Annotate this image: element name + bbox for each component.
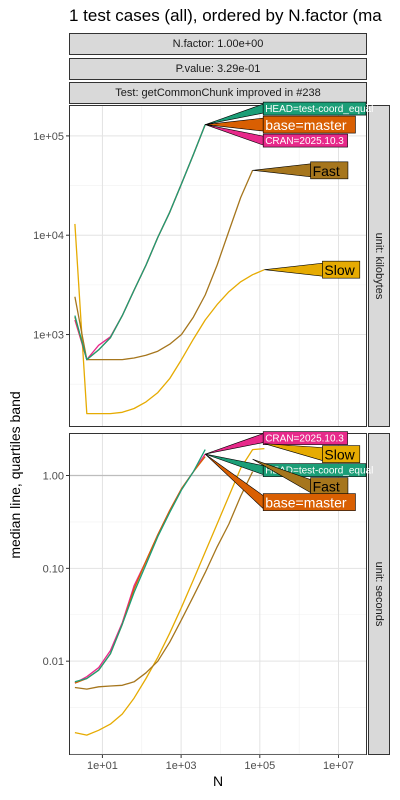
panel0-y-tick-label: 1e+04 bbox=[33, 230, 64, 242]
facet-strip-test: Test: getCommonChunk improved in #238 bbox=[69, 82, 367, 104]
x-tick-label: 1e+03 bbox=[166, 760, 197, 772]
panel1-y-tick-label: 1.00 bbox=[43, 471, 64, 483]
x-axis-label: N bbox=[212, 773, 224, 789]
facet-strip-pvalue: P.value: 3.29e-01 bbox=[69, 58, 367, 80]
facet-strip-unit-seconds-label: unit: seconds bbox=[373, 561, 385, 627]
panel0-y-tick-label: 1e+05 bbox=[33, 131, 64, 143]
facet-strip-nfactor: N.factor: 1.00e+00 bbox=[69, 33, 367, 55]
panel-kilobytes bbox=[69, 105, 367, 427]
panel1-y-tick-label: 0.10 bbox=[43, 563, 64, 575]
y-axis-label: median line, quartiles band bbox=[7, 391, 23, 559]
x-tick-label: 1e+01 bbox=[87, 760, 118, 772]
panel0-y-tick-label: 1e+03 bbox=[33, 330, 64, 342]
chart-title: 1 test cases (all), ordered by N.factor … bbox=[69, 6, 382, 25]
x-tick-label: 1e+05 bbox=[244, 760, 275, 772]
x-tick-label: 1e+07 bbox=[323, 760, 354, 772]
panel-seconds bbox=[69, 433, 367, 755]
facet-strip-unit-seconds: unit: seconds bbox=[368, 433, 390, 755]
facet-strip-unit-kilobytes-label: unit: kilobytes bbox=[373, 232, 385, 300]
facet-strip-unit-kilobytes: unit: kilobytes bbox=[368, 105, 390, 427]
panel1-y-tick-label: 0.01 bbox=[43, 656, 64, 668]
